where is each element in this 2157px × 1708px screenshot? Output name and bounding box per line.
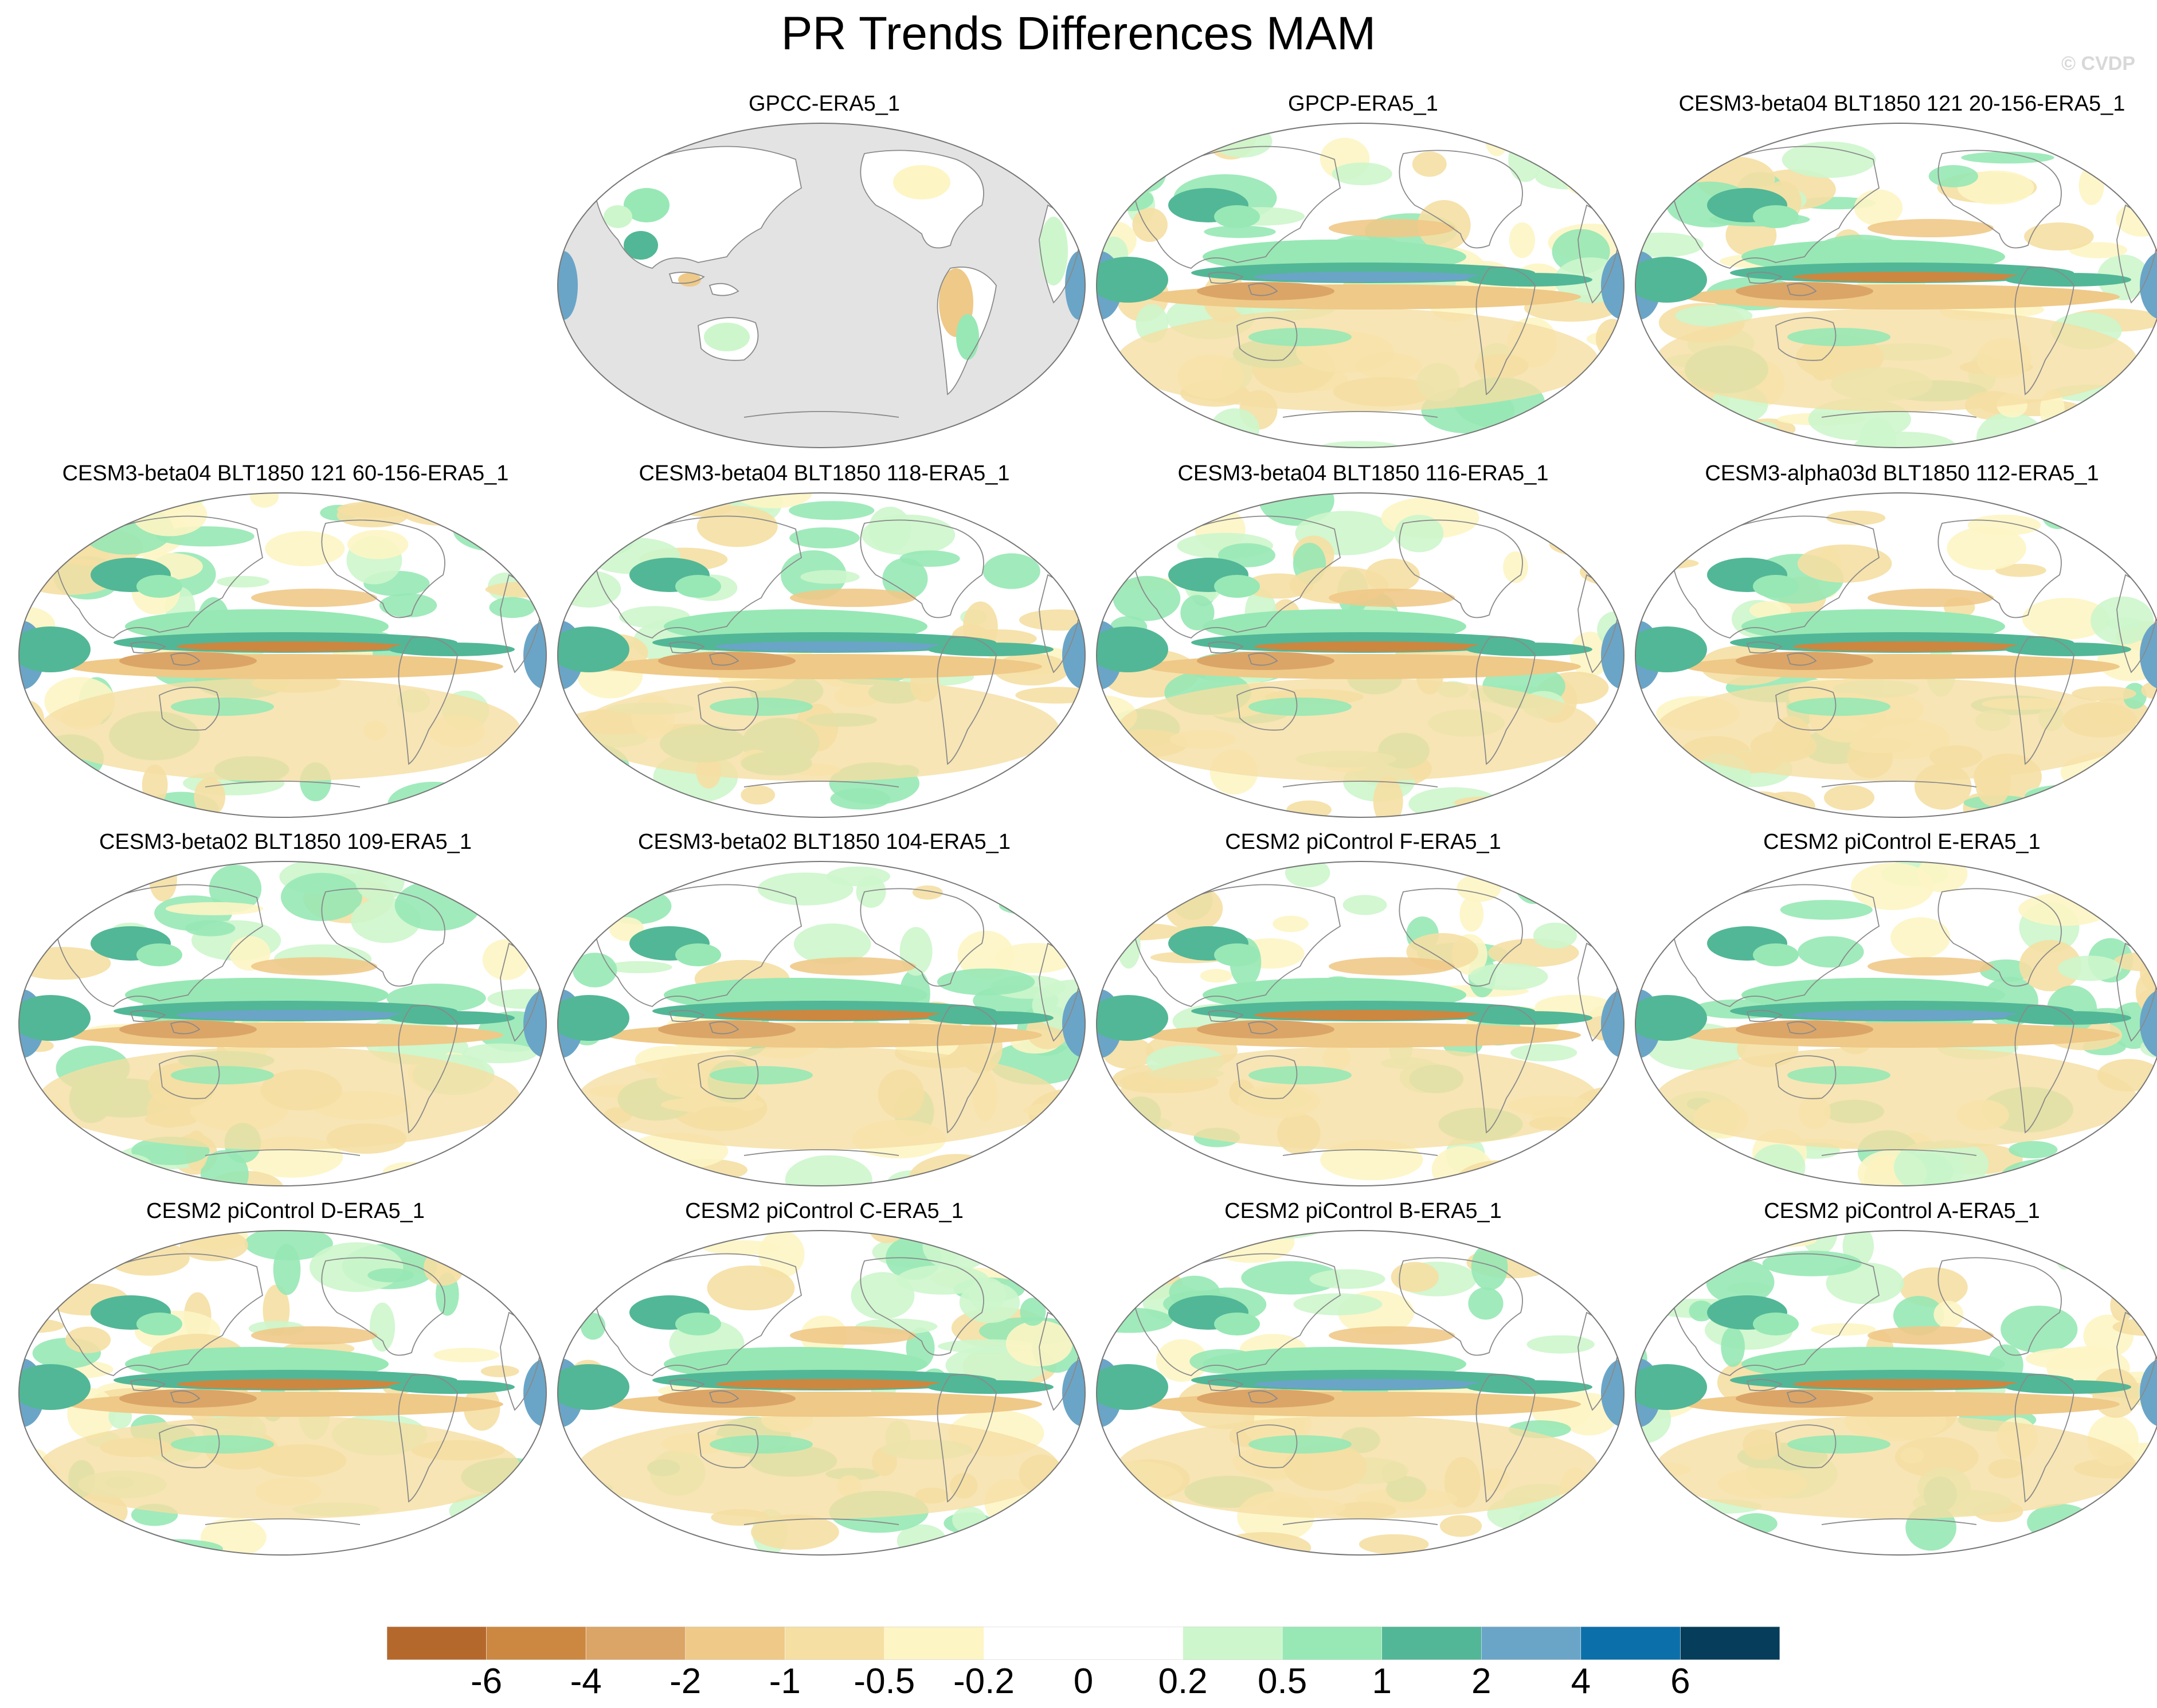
panel-title: CESM2 piControl E-ERA5_1 [1763, 830, 2041, 854]
map-projection [1635, 861, 2157, 1186]
map-panel: CESM3-beta04 BLT1850 121 20-156-ERA5_1 [1633, 92, 2157, 464]
map-projection [557, 123, 1086, 448]
colorbar-tick-label: 0.5 [1258, 1662, 1307, 1701]
colorbar-box [685, 1627, 785, 1660]
panel-title: CESM3-beta04 BLT1850 121 60-156-ERA5_1 [62, 461, 509, 485]
panel-title: CESM2 piControl D-ERA5_1 [146, 1199, 425, 1223]
colorbar-box [1083, 1627, 1183, 1660]
colorbar-box [1183, 1627, 1283, 1660]
colorbar-tick-label: 2 [1471, 1662, 1491, 1701]
colorbar-tick-label: -1 [769, 1662, 801, 1701]
colorbar-tick-label: -0.2 [953, 1662, 1015, 1701]
colorbar-box [884, 1627, 984, 1660]
map-projection [557, 1230, 1086, 1556]
map-panel: CESM3-beta04 BLT1850 121 60-156-ERA5_1 [16, 461, 555, 834]
map-projection [1635, 123, 2157, 448]
panel-title: CESM3-beta04 BLT1850 121 20-156-ERA5_1 [1678, 92, 2125, 116]
watermark: © CVDP [2061, 53, 2135, 75]
map-projection [1096, 123, 1624, 448]
panel-title: GPCP-ERA5_1 [1288, 92, 1438, 116]
map-projection [1096, 861, 1624, 1186]
map-panel: GPCC-ERA5_1 [555, 92, 1094, 464]
colorbar-box [387, 1627, 487, 1660]
colorbar-tick-label: 0.2 [1158, 1662, 1208, 1701]
map-panel: CESM2 piControl F-ERA5_1 [1094, 830, 1633, 1202]
map-panel: CESM3-beta02 BLT1850 109-ERA5_1 [16, 830, 555, 1202]
colorbar-box [785, 1627, 885, 1660]
colorbar-box [1580, 1627, 1681, 1660]
colorbar-tick-label: -0.5 [854, 1662, 915, 1701]
colorbar-box [585, 1627, 686, 1660]
map-projection [18, 861, 547, 1186]
map-projection [557, 861, 1086, 1186]
colorbar-tick-label: -4 [570, 1662, 602, 1701]
panel-title: GPCC-ERA5_1 [749, 92, 900, 116]
map-projection [1096, 492, 1624, 818]
map-panel: CESM3-beta04 BLT1850 118-ERA5_1 [555, 461, 1094, 834]
colorbar-tick-label: 0 [1073, 1662, 1094, 1701]
map-projection [1635, 1230, 2157, 1556]
map-panel: CESM2 piControl E-ERA5_1 [1633, 830, 2157, 1202]
colorbar-tick-label: 6 [1670, 1662, 1690, 1701]
map-panel: CESM2 piControl D-ERA5_1 [16, 1199, 555, 1572]
panel-title: CESM3-beta02 BLT1850 109-ERA5_1 [99, 830, 472, 854]
map-panel: CESM3-alpha03d BLT1850 112-ERA5_1 [1633, 461, 2157, 834]
map-panel: GPCP-ERA5_1 [1094, 92, 1633, 464]
colorbar-tick-label: 4 [1571, 1662, 1591, 1701]
map-projection [1096, 1230, 1624, 1556]
panel-title: CESM2 piControl F-ERA5_1 [1225, 830, 1501, 854]
colorbar-tick-label: -2 [670, 1662, 702, 1701]
map-projection [557, 492, 1086, 818]
panel-title: CESM2 piControl A-ERA5_1 [1764, 1199, 2040, 1223]
colorbar-box [1680, 1627, 1780, 1660]
map-panel: CESM3-beta04 BLT1850 116-ERA5_1 [1094, 461, 1633, 834]
colorbar-box [1481, 1627, 1581, 1660]
colorbar-box [1282, 1627, 1382, 1660]
figure-title: PR Trends Differences MAM [781, 7, 1376, 60]
colorbar-box [486, 1627, 586, 1660]
colorbar [387, 1627, 1780, 1660]
panel-title: CESM3-beta02 BLT1850 104-ERA5_1 [638, 830, 1011, 854]
map-projection [18, 492, 547, 818]
map-panel: CESM2 piControl A-ERA5_1 [1633, 1199, 2157, 1572]
panel-title: CESM3-beta04 BLT1850 118-ERA5_1 [639, 461, 1010, 485]
map-projection [1635, 492, 2157, 818]
colorbar-tick-label: -6 [470, 1662, 503, 1701]
panel-title: CESM3-alpha03d BLT1850 112-ERA5_1 [1705, 461, 2099, 485]
panel-title: CESM2 piControl C-ERA5_1 [685, 1199, 964, 1223]
panel-title: CESM2 piControl B-ERA5_1 [1224, 1199, 1502, 1223]
map-panel: CESM2 piControl B-ERA5_1 [1094, 1199, 1633, 1572]
panel-title: CESM3-beta04 BLT1850 116-ERA5_1 [1177, 461, 1549, 485]
colorbar-box [984, 1627, 1084, 1660]
colorbar-tick-label: 1 [1372, 1662, 1392, 1701]
colorbar-box [1381, 1627, 1482, 1660]
map-projection [18, 1230, 547, 1556]
map-panel: CESM2 piControl C-ERA5_1 [555, 1199, 1094, 1572]
map-panel: CESM3-beta02 BLT1850 104-ERA5_1 [555, 830, 1094, 1202]
